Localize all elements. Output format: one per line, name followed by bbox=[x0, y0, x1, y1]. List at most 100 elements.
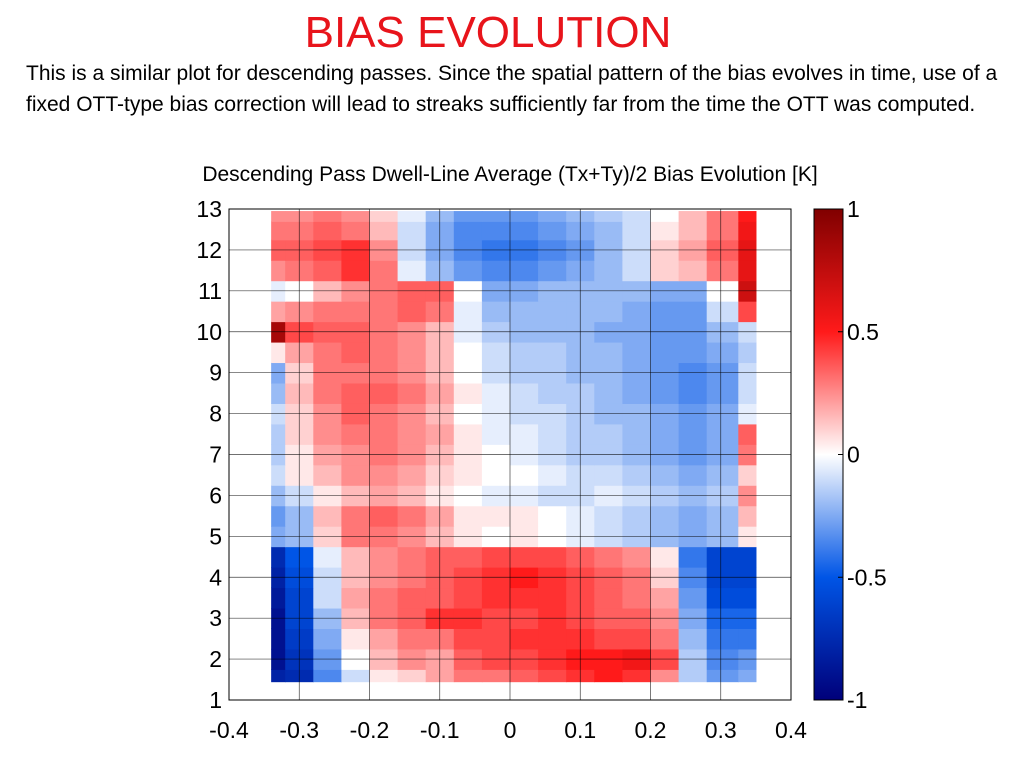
heatmap-cell bbox=[738, 301, 757, 323]
colorbar-tick-label: 1 bbox=[847, 196, 860, 222]
heatmap-cell bbox=[313, 382, 342, 404]
heatmap-cell bbox=[538, 546, 567, 568]
heatmap-cell bbox=[369, 546, 399, 568]
heatmap-cell bbox=[594, 628, 623, 650]
heatmap-cell bbox=[481, 464, 511, 486]
heatmap-cell bbox=[678, 341, 708, 364]
heatmap-cell bbox=[738, 628, 757, 650]
heatmap-cell bbox=[594, 423, 623, 445]
heatmap-cell bbox=[510, 382, 539, 404]
heatmap-cell bbox=[622, 221, 652, 241]
heatmap-cell bbox=[622, 628, 652, 650]
heatmap-cell bbox=[706, 464, 739, 486]
heatmap-cell bbox=[453, 221, 483, 241]
heatmap-cell bbox=[271, 669, 286, 683]
heatmap-cell bbox=[738, 341, 757, 364]
heatmap-cell bbox=[738, 221, 757, 241]
heatmap-cell bbox=[678, 546, 708, 568]
heatmap-cell bbox=[369, 341, 399, 364]
heatmap-cell bbox=[622, 669, 652, 683]
chart-title: Descending Pass Dwell-Line Average (Tx+T… bbox=[202, 163, 817, 186]
heatmap-cell bbox=[538, 341, 567, 364]
heatmap-cell bbox=[678, 587, 708, 609]
heatmap-cell bbox=[271, 464, 286, 486]
heatmap-cell bbox=[650, 382, 680, 404]
heatmap-cell bbox=[481, 260, 511, 282]
y-tick-label: 9 bbox=[209, 360, 222, 386]
heatmap-cell bbox=[706, 301, 739, 323]
heatmap-cell bbox=[622, 464, 652, 486]
heatmap-cell bbox=[341, 628, 371, 650]
heatmap-cell bbox=[650, 505, 680, 527]
heatmap-cell bbox=[481, 211, 511, 222]
heatmap-cell bbox=[650, 546, 680, 568]
heatmap-cell bbox=[341, 464, 371, 486]
heatmap-cell bbox=[650, 587, 680, 609]
heatmap-cell bbox=[397, 546, 427, 568]
heatmap-cell bbox=[313, 464, 342, 486]
heatmap-cell bbox=[313, 260, 342, 282]
heatmap-cell bbox=[622, 423, 652, 445]
heatmap-cell bbox=[481, 221, 511, 241]
x-tick-label: 0.4 bbox=[775, 717, 807, 743]
colorbar-tick-label: 0.5 bbox=[847, 319, 879, 345]
heatmap-cell bbox=[453, 382, 483, 404]
x-tick-label: 0 bbox=[504, 717, 517, 743]
heatmap-cell bbox=[453, 423, 483, 445]
heatmap-cell bbox=[706, 587, 739, 609]
heatmap-cell bbox=[510, 587, 539, 609]
heatmap-cell bbox=[397, 260, 427, 282]
heatmap-cell bbox=[481, 423, 511, 445]
y-tick-label: 5 bbox=[209, 523, 222, 549]
heatmap-cell bbox=[397, 464, 427, 486]
heatmap-cell bbox=[738, 669, 757, 683]
heatmap-cell bbox=[622, 341, 652, 364]
heatmap-cell bbox=[538, 211, 567, 222]
y-tick-label: 10 bbox=[196, 319, 222, 345]
heatmap-cell bbox=[481, 341, 511, 364]
heatmap-cell bbox=[369, 423, 399, 445]
heatmap-cell bbox=[706, 669, 739, 683]
heatmap-cell bbox=[397, 423, 427, 445]
heatmap-cell bbox=[313, 423, 342, 445]
heatmap-cell bbox=[650, 211, 680, 222]
heatmap-cell bbox=[706, 382, 739, 404]
heatmap-cell bbox=[453, 628, 483, 650]
slide-title: BIAS EVOLUTION bbox=[304, 8, 672, 57]
heatmap-cell bbox=[369, 464, 399, 486]
heatmap-cell bbox=[481, 587, 511, 609]
heatmap-cell bbox=[397, 669, 427, 683]
heatmap-cell bbox=[650, 669, 680, 683]
heatmap-cell bbox=[341, 423, 371, 445]
heatmap-cell bbox=[738, 423, 757, 445]
heatmap-cell bbox=[538, 221, 567, 241]
heatmap-cell bbox=[678, 382, 708, 404]
heatmap-cell bbox=[271, 341, 286, 364]
heatmap-cell bbox=[369, 669, 399, 683]
heatmap-cell bbox=[397, 221, 427, 241]
heatmap-cell bbox=[594, 301, 623, 323]
heatmap-cell bbox=[397, 341, 427, 364]
y-tick-label: 2 bbox=[209, 646, 222, 672]
x-tick-label: 0.1 bbox=[564, 717, 596, 743]
heatmap-cell bbox=[678, 423, 708, 445]
heatmap-cell bbox=[538, 382, 567, 404]
heatmap-cell bbox=[594, 382, 623, 404]
heatmap-cell bbox=[341, 587, 371, 609]
heatmap-cell bbox=[738, 546, 757, 568]
heatmap-cell bbox=[594, 464, 623, 486]
heatmap-cell bbox=[510, 423, 539, 445]
heatmap-cell bbox=[538, 669, 567, 683]
heatmap-cell bbox=[453, 464, 483, 486]
heatmap-cell bbox=[341, 382, 371, 404]
heatmap-cell bbox=[341, 546, 371, 568]
heatmap-cell bbox=[369, 301, 399, 323]
heatmap-cell bbox=[271, 546, 286, 568]
heatmap-cell bbox=[510, 628, 539, 650]
heatmap-cell bbox=[622, 546, 652, 568]
heatmap-cell bbox=[341, 211, 371, 222]
heatmap-cell bbox=[369, 382, 399, 404]
y-tick-label: 11 bbox=[198, 278, 222, 304]
